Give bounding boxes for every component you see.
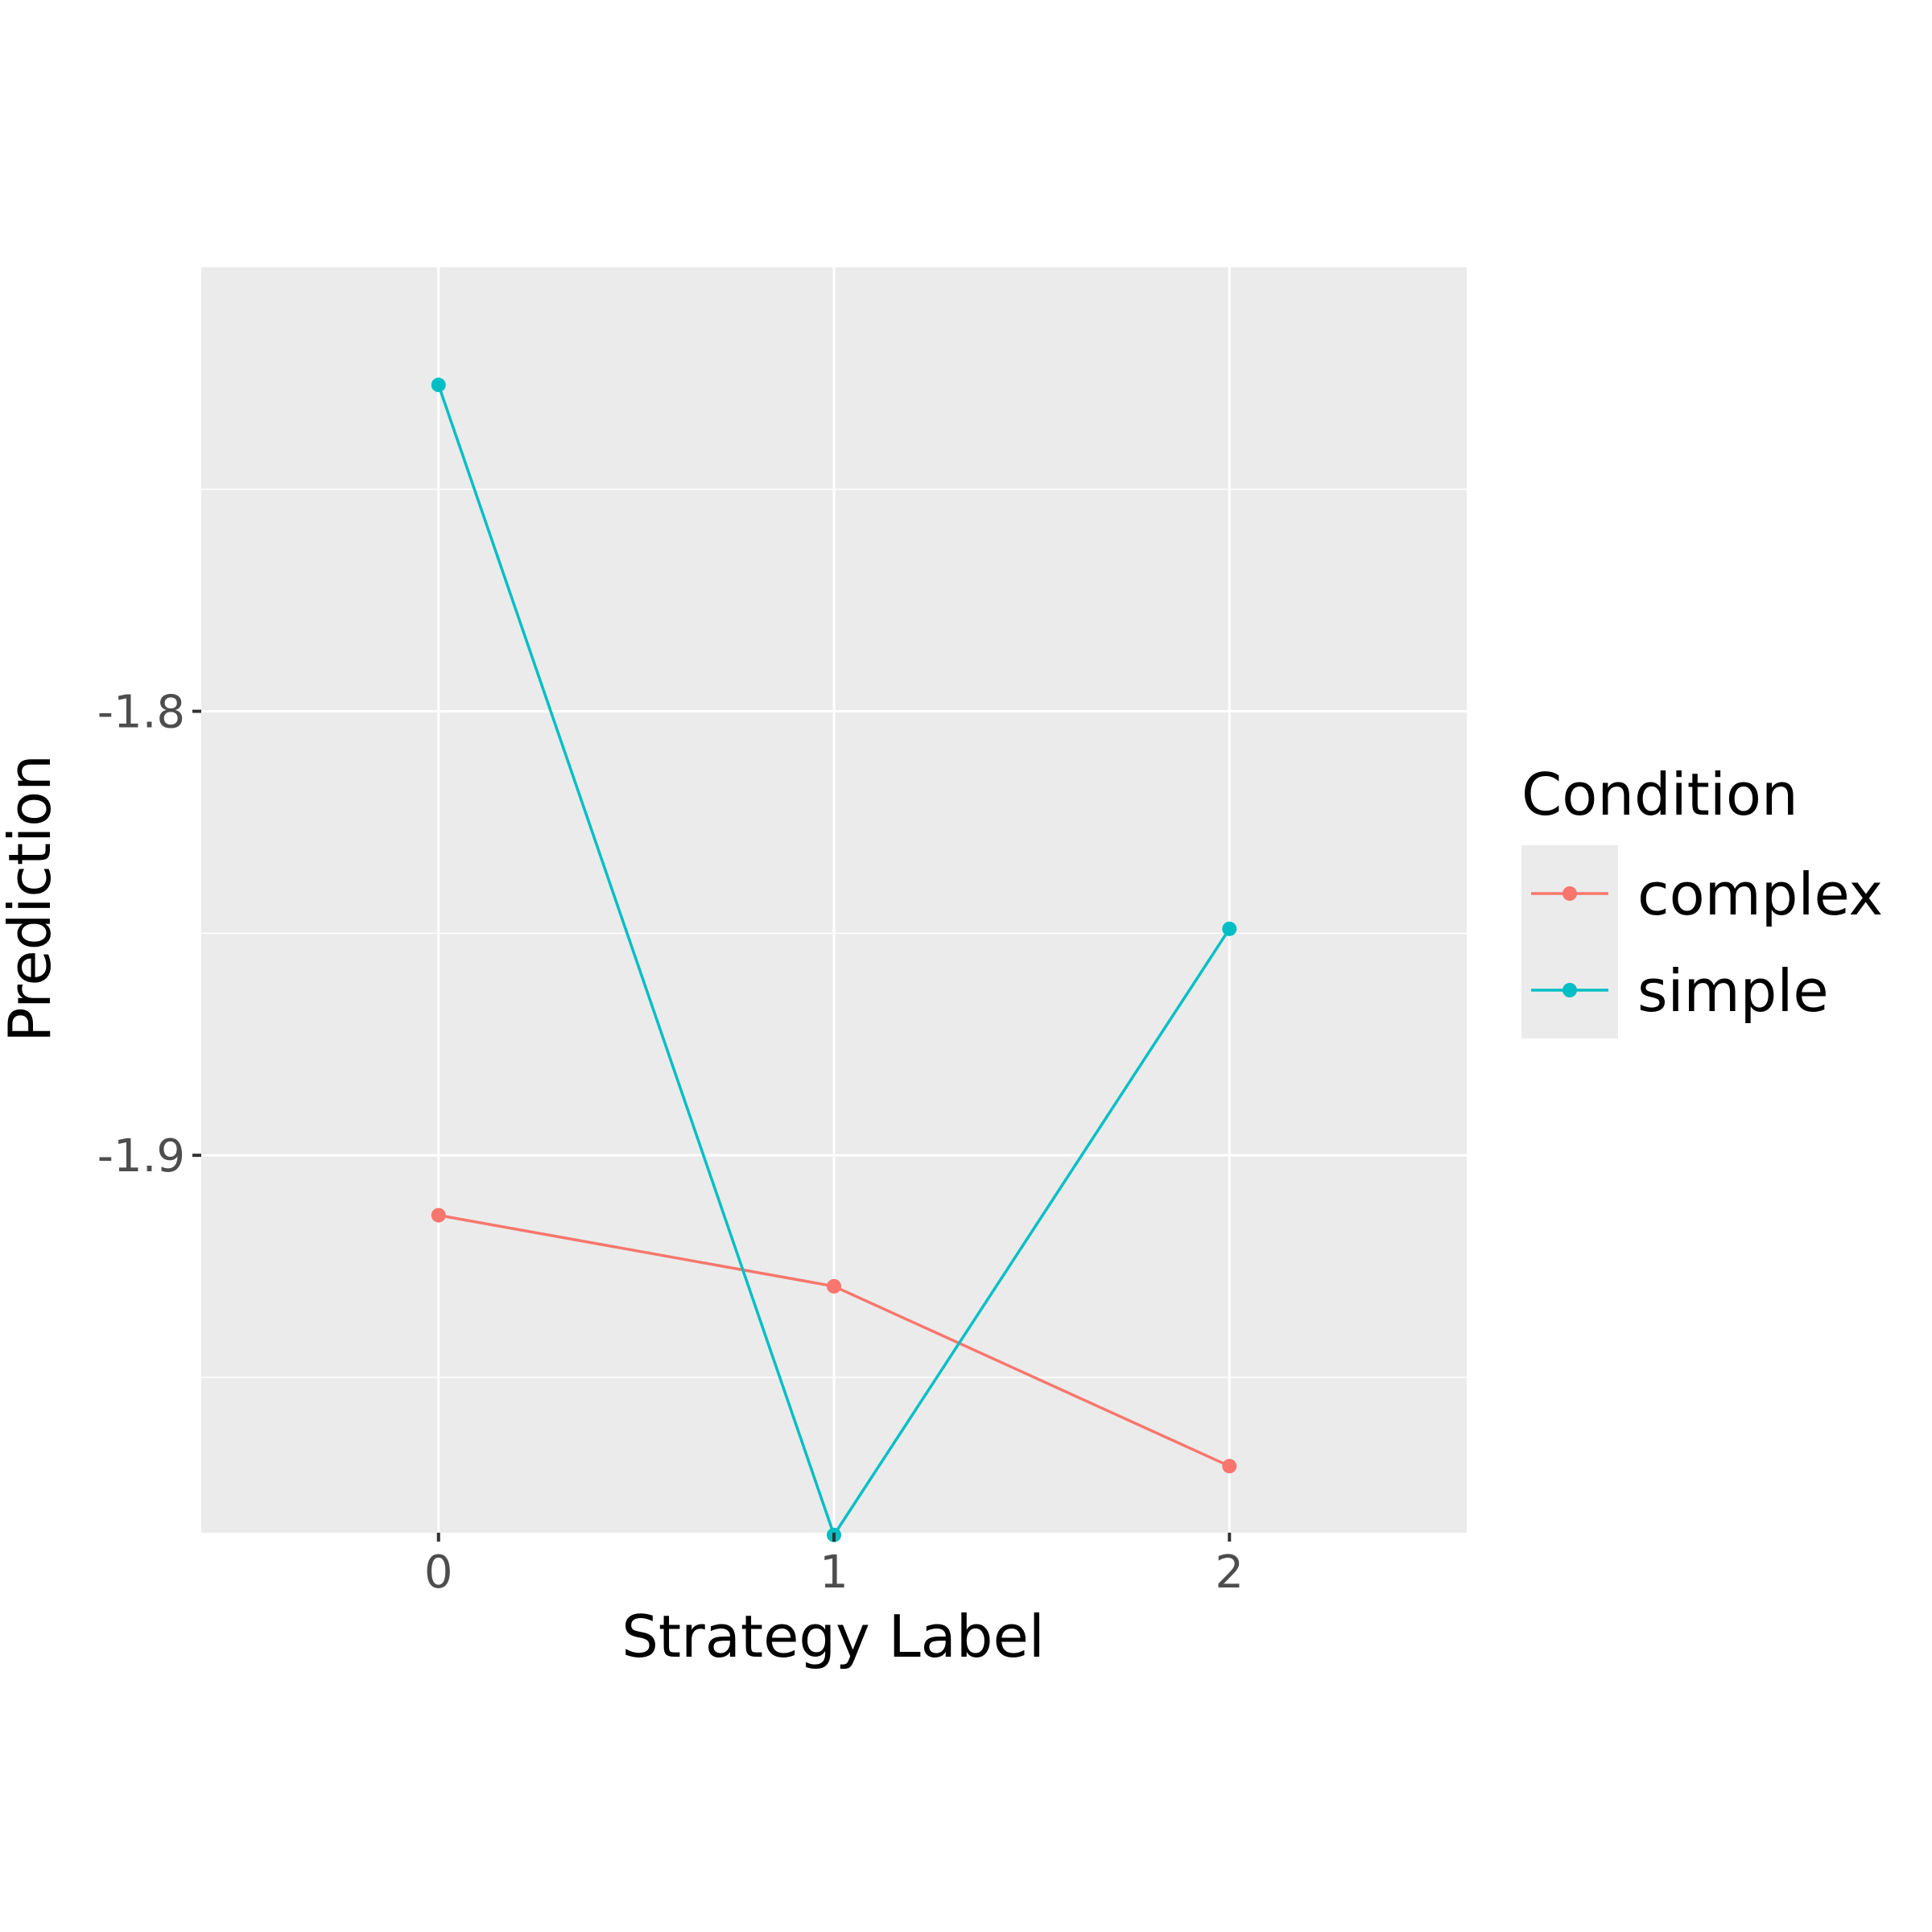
y-tick-label: -1.8 — [97, 687, 185, 739]
data-point-simple — [431, 378, 446, 393]
legend-item-complex: complex — [1531, 861, 1883, 928]
axis-ticks — [192, 709, 1232, 1542]
x-tick-label: 2 — [1215, 1546, 1244, 1599]
x-tick-label: 0 — [424, 1546, 453, 1599]
data-point-complex — [827, 1278, 841, 1294]
data-point-simple — [1222, 921, 1237, 936]
y-axis-title: Prediction — [0, 754, 64, 1042]
y-tick-label: -1.9 — [97, 1130, 185, 1183]
data-point-complex — [431, 1208, 446, 1223]
y-tick-labels: -1.8 -1.9 — [97, 687, 185, 1183]
legend-key-background — [1521, 845, 1618, 1038]
x-axis-title: Strategy Label — [621, 1603, 1045, 1670]
x-tick-label: 1 — [819, 1546, 848, 1599]
data-point-complex — [1222, 1459, 1237, 1474]
legend-label: complex — [1637, 861, 1883, 928]
series-complex — [431, 1208, 1237, 1474]
legend-key-point — [1563, 886, 1577, 901]
major-gridlines — [201, 267, 1467, 1533]
legend-label: simple — [1637, 957, 1829, 1025]
legend: Condition complex simple — [1521, 761, 1883, 1038]
legend-title: Condition — [1521, 761, 1798, 828]
legend-key-point — [1563, 983, 1577, 997]
legend-item-simple: simple — [1531, 957, 1829, 1025]
x-tick-labels: 0 1 2 — [424, 1546, 1244, 1599]
